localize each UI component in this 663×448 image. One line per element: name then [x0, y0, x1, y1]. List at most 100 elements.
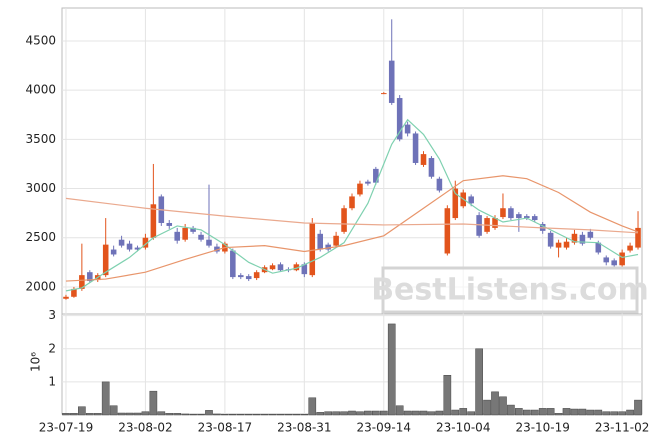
volume-bar — [189, 414, 197, 416]
candle-body — [190, 227, 196, 232]
candle-body — [388, 60, 395, 103]
moving-average-line — [65, 118, 639, 292]
candle-body — [87, 272, 93, 282]
candle-body — [587, 231, 594, 238]
volume-bar — [149, 390, 158, 416]
candle-body — [174, 231, 180, 241]
volume-bar — [451, 409, 460, 416]
volume-bar — [372, 410, 380, 416]
volume-bar — [507, 404, 515, 416]
volume-bar — [284, 414, 293, 416]
volume-bar — [300, 414, 309, 416]
candle-body — [237, 275, 244, 278]
y-tick-label: 2500 — [25, 230, 56, 244]
volume-bar — [522, 409, 531, 416]
volume-bar — [578, 408, 587, 416]
candle-body — [436, 178, 443, 191]
candle-body — [404, 124, 411, 134]
candle-body — [317, 233, 323, 250]
volume-bar — [395, 405, 404, 416]
candle-body — [611, 260, 617, 266]
watermark-frame — [381, 266, 639, 314]
volume-bar — [157, 411, 166, 416]
volume-tick-label: 2 — [48, 341, 56, 355]
candle-body — [500, 208, 506, 218]
candle-body — [253, 272, 260, 279]
volume-bar — [308, 397, 317, 416]
candle-body — [595, 242, 602, 253]
candle-body — [102, 244, 109, 276]
candle-body — [373, 168, 379, 183]
candle-body — [325, 244, 331, 250]
volume-bar — [93, 413, 102, 416]
volume-bar — [379, 410, 388, 416]
candle-body — [198, 234, 204, 240]
candle-body — [63, 296, 69, 299]
volume-bar — [419, 410, 428, 416]
candle-body — [277, 264, 284, 271]
volume-bar — [205, 410, 213, 416]
y-tick-label: 4500 — [25, 33, 56, 47]
candle-body — [508, 208, 514, 219]
volume-bar — [594, 409, 603, 416]
candle-body — [134, 247, 141, 250]
candle-body — [110, 249, 117, 255]
candle-body — [579, 234, 586, 244]
x-tick-label: 23-10-19 — [515, 421, 569, 435]
volume-axis-label: 10⁶ — [29, 352, 43, 372]
volume-bar — [356, 411, 364, 416]
volume-bar — [475, 348, 483, 416]
volume-bar — [546, 408, 555, 416]
volume-bar — [515, 408, 523, 416]
candle-body — [452, 188, 459, 219]
watermark-box: BestListens.com — [371, 266, 649, 314]
candle-body — [428, 158, 435, 177]
x-tick-label: 23-09-14 — [357, 421, 411, 435]
candle-body — [166, 222, 173, 226]
candle-body — [357, 183, 363, 195]
candle-body — [444, 208, 451, 254]
volume-bar — [530, 409, 539, 416]
candle-body — [309, 222, 316, 276]
volume-bar — [101, 381, 110, 416]
candle-body — [301, 264, 308, 275]
candle-body — [71, 288, 77, 297]
candle-body — [627, 245, 633, 251]
y-tick-label: 4000 — [25, 83, 56, 97]
volume-bar — [499, 396, 507, 416]
candle-body — [142, 237, 149, 248]
moving-average-line — [65, 197, 639, 234]
volume-bar — [85, 413, 94, 416]
volume-bar — [602, 411, 611, 416]
candle-body — [563, 241, 570, 248]
volume-tick-label: 3 — [48, 308, 56, 322]
volume-bar — [62, 413, 70, 416]
volume-bar — [427, 411, 436, 416]
volume-bar — [213, 413, 221, 416]
volume-bar — [626, 409, 634, 416]
y-tick-label: 3500 — [25, 132, 56, 146]
volume-bar — [117, 412, 126, 416]
candle-body — [118, 239, 125, 246]
volume-bar — [165, 413, 174, 416]
candle-body — [341, 208, 347, 232]
volume-bar — [634, 399, 642, 416]
candle-body — [412, 133, 419, 163]
volume-bar — [292, 414, 301, 416]
candle-body — [635, 227, 641, 248]
candle-body — [245, 276, 252, 280]
candle-body — [381, 93, 387, 95]
candle-body — [516, 214, 522, 219]
x-tick-label: 23-08-02 — [118, 421, 172, 435]
volume-bar — [364, 410, 372, 416]
volume-bar — [228, 414, 237, 416]
candle-body — [293, 264, 300, 271]
x-tick-label: 23-11-02 — [595, 421, 649, 435]
volume-bar — [387, 323, 396, 416]
volume-bar — [538, 408, 547, 416]
volume-bar — [221, 414, 229, 416]
candle-body — [214, 246, 220, 252]
volume-bar — [403, 410, 412, 416]
volume-bar — [340, 411, 348, 416]
